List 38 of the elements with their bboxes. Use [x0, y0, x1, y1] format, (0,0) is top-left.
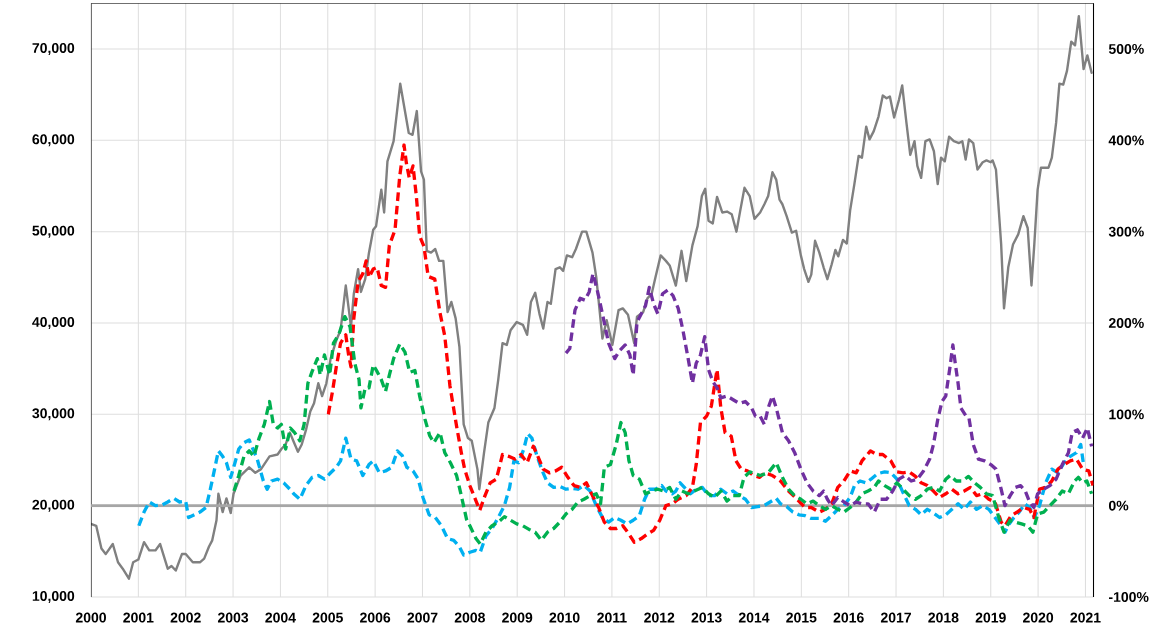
y-tick-label: 50,000	[32, 225, 75, 238]
x-tick-label: 2012	[644, 612, 675, 623]
x-tick-label: 2007	[407, 612, 438, 623]
y2-tick-label: 500%	[1108, 44, 1144, 54]
y2-tick-label: 200%	[1108, 318, 1144, 328]
x-tick-label: 2018	[928, 612, 959, 623]
y-tick-label: 70,000	[32, 43, 75, 55]
x-tick-label: 2017	[880, 612, 911, 623]
x-tick-label: 2015	[786, 612, 817, 623]
x-tick-label: 2002	[170, 612, 201, 623]
x-tick-label: 2019	[975, 612, 1006, 623]
x-tick-label: 2014	[738, 612, 770, 623]
x-tick-label: 2005	[312, 612, 343, 623]
x-tick-label: 2013	[691, 612, 722, 623]
y-tick-label: 20,000	[32, 499, 75, 512]
x-tick-label: 2009	[502, 612, 533, 623]
y-tick-label: 60,000	[32, 134, 75, 147]
y2-tick-label: 0%	[1108, 500, 1129, 511]
x-tick-label: 2020	[1023, 612, 1054, 623]
line-series	[326, 143, 1094, 544]
x-tick-label: 2010	[549, 612, 580, 623]
x-tick-label: 2006	[360, 612, 391, 623]
y-tick-label: 10,000	[32, 591, 75, 603]
x-tick-label: 2011	[597, 612, 627, 623]
x-tick-label: 2003	[217, 612, 249, 623]
x-tick-label: 2004	[265, 612, 296, 623]
x-tick-label: 2000	[75, 612, 106, 623]
line-series	[232, 314, 1094, 546]
x-tick-label: 2021	[1070, 612, 1101, 623]
x-tick-label: 2001	[123, 612, 154, 623]
y2-tick-label: 400%	[1108, 135, 1144, 146]
x-tick-label: 2016	[833, 612, 864, 623]
y2-tick-label: 100%	[1109, 409, 1144, 420]
y2-tick-label: -100%	[1108, 592, 1149, 602]
y-tick-label: 30,000	[32, 408, 75, 421]
y2-tick-label: 300%	[1108, 226, 1144, 237]
y-tick-label: 40,000	[32, 317, 75, 329]
x-tick-label: 2008	[454, 612, 485, 623]
